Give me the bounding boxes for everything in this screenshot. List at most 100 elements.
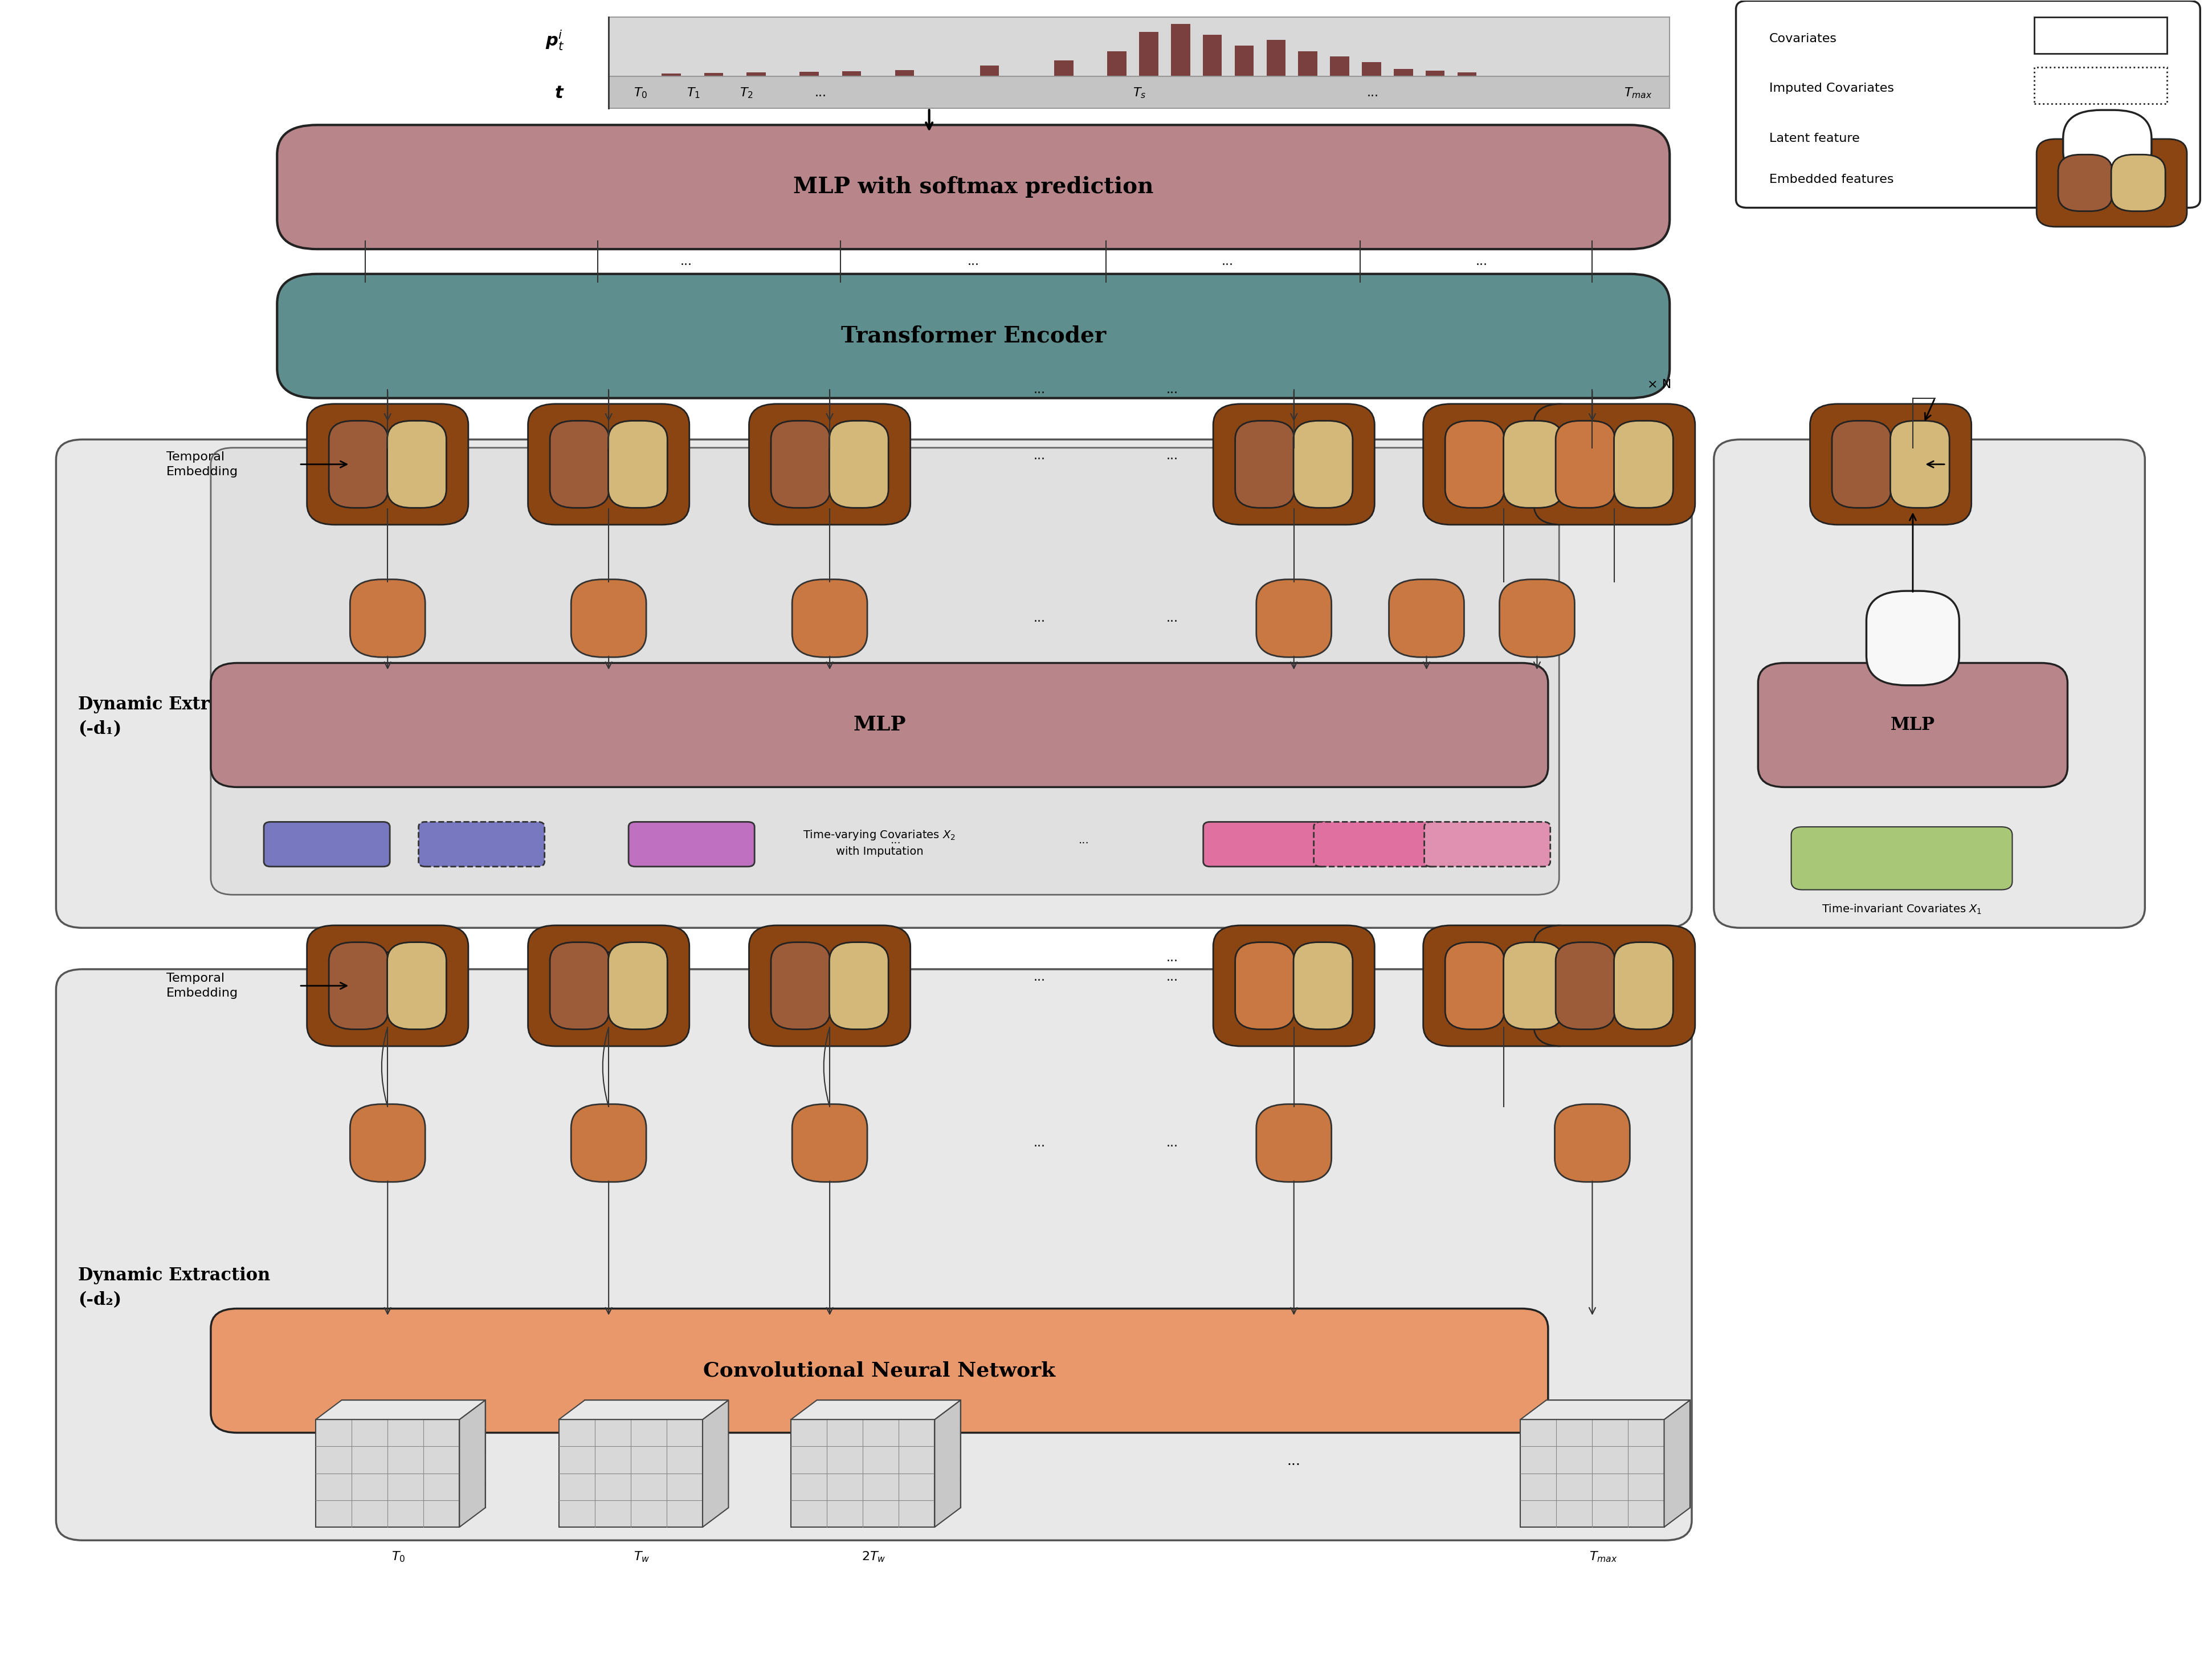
Text: Time-varying Covariates $X_2$
with Imputation: Time-varying Covariates $X_2$ with Imput… [803,828,956,857]
Bar [661,73,681,76]
Text: Dynamic Extraction
(-d₂): Dynamic Extraction (-d₂) [77,1268,270,1309]
FancyBboxPatch shape [1832,421,1891,507]
FancyBboxPatch shape [263,822,389,867]
Text: $T_{w-1}$: $T_{w-1}$ [814,951,845,964]
Text: $T_{max}$: $T_{max}$ [1577,424,1608,439]
Bar [1203,35,1221,76]
FancyBboxPatch shape [571,580,646,658]
FancyBboxPatch shape [584,1400,728,1508]
Text: ...: ... [1367,88,1378,99]
FancyBboxPatch shape [1500,580,1575,658]
Bar [1139,31,1159,76]
FancyBboxPatch shape [1203,822,1329,867]
Bar [1394,70,1413,76]
Bar [1170,23,1190,76]
FancyBboxPatch shape [792,580,867,658]
Text: ...: ... [1221,255,1234,267]
FancyBboxPatch shape [1533,404,1694,525]
FancyBboxPatch shape [1555,1104,1630,1181]
FancyBboxPatch shape [307,404,469,525]
Polygon shape [460,1400,484,1528]
FancyBboxPatch shape [341,1400,484,1508]
FancyBboxPatch shape [1615,421,1672,507]
Text: ...: ... [891,835,900,845]
FancyBboxPatch shape [1867,592,1960,686]
Polygon shape [1663,1400,1690,1528]
FancyBboxPatch shape [387,421,447,507]
FancyBboxPatch shape [1444,421,1504,507]
FancyBboxPatch shape [1891,421,1949,507]
Text: $2T_w$: $2T_w$ [863,1551,887,1564]
FancyBboxPatch shape [1314,822,1440,867]
FancyBboxPatch shape [2110,154,2166,210]
FancyBboxPatch shape [1714,439,2146,928]
Text: Static Extraction (-s): Static Extraction (-s) [1845,872,2013,885]
FancyBboxPatch shape [276,273,1670,398]
Bar [1267,40,1285,76]
FancyBboxPatch shape [1294,421,1352,507]
FancyBboxPatch shape [210,1309,1548,1433]
FancyBboxPatch shape [529,404,690,525]
Text: $T_0$: $T_0$ [380,951,394,964]
Text: ...: ... [967,255,980,267]
FancyBboxPatch shape [1256,580,1332,658]
Text: × N: × N [1648,379,1672,391]
Bar [1329,56,1349,76]
FancyBboxPatch shape [1759,663,2068,787]
Text: MLP with softmax prediction: MLP with softmax prediction [794,176,1152,197]
FancyBboxPatch shape [210,447,1559,895]
Text: $T_1$: $T_1$ [686,86,701,99]
Text: ...: ... [1033,971,1046,983]
Text: ...: ... [1166,384,1179,396]
Bar [2035,66,2168,103]
FancyBboxPatch shape [330,943,387,1029]
Text: ...: ... [1287,1455,1301,1468]
Text: $T_0$: $T_0$ [392,1551,405,1564]
FancyBboxPatch shape [2037,139,2188,227]
FancyBboxPatch shape [1422,925,1584,1046]
Text: $T_0$: $T_0$ [633,86,648,99]
Text: ...: ... [1475,255,1489,267]
FancyBboxPatch shape [387,943,447,1029]
FancyBboxPatch shape [1212,404,1374,525]
FancyBboxPatch shape [1546,1400,1690,1508]
Text: $\boldsymbol{p}_t^i$: $\boldsymbol{p}_t^i$ [546,28,564,51]
Text: $T_1$: $T_1$ [602,951,615,964]
FancyBboxPatch shape [792,1104,867,1181]
Polygon shape [703,1400,728,1528]
Bar [799,71,818,76]
FancyBboxPatch shape [1212,925,1374,1046]
FancyBboxPatch shape [418,822,544,867]
FancyBboxPatch shape [1234,943,1294,1029]
FancyBboxPatch shape [816,1400,960,1508]
FancyBboxPatch shape [1504,421,1562,507]
Text: ...: ... [1079,835,1088,845]
Text: $T_w$: $T_w$ [635,1551,650,1564]
FancyBboxPatch shape [628,822,754,867]
FancyBboxPatch shape [560,1420,703,1528]
FancyBboxPatch shape [750,925,911,1046]
Text: Covariates: Covariates [1770,33,1836,45]
Polygon shape [792,1400,960,1420]
Text: Latent feature: Latent feature [1770,133,1860,144]
Text: ...: ... [814,88,827,99]
Bar [1055,60,1073,76]
Polygon shape [560,1400,728,1420]
FancyBboxPatch shape [772,943,830,1029]
Text: $T_{max}$: $T_{max}$ [1577,951,1606,964]
FancyBboxPatch shape [830,421,889,507]
FancyBboxPatch shape [1809,404,1971,525]
FancyBboxPatch shape [1555,943,1615,1029]
FancyBboxPatch shape [571,1104,646,1181]
Bar [608,76,1670,108]
Text: Imputed Covariates: Imputed Covariates [1770,83,1893,94]
FancyBboxPatch shape [1520,1420,1663,1528]
Text: $T_s$: $T_s$ [1133,86,1146,99]
FancyBboxPatch shape [1533,925,1694,1046]
Text: ...: ... [679,255,692,267]
FancyBboxPatch shape [1615,943,1672,1029]
Text: $T_{w-1}$: $T_{w-1}$ [823,424,858,439]
Text: $T_1$: $T_1$ [591,424,606,439]
Text: Temporal
Embedding: Temporal Embedding [166,973,239,999]
Text: ...: ... [1166,1137,1179,1148]
